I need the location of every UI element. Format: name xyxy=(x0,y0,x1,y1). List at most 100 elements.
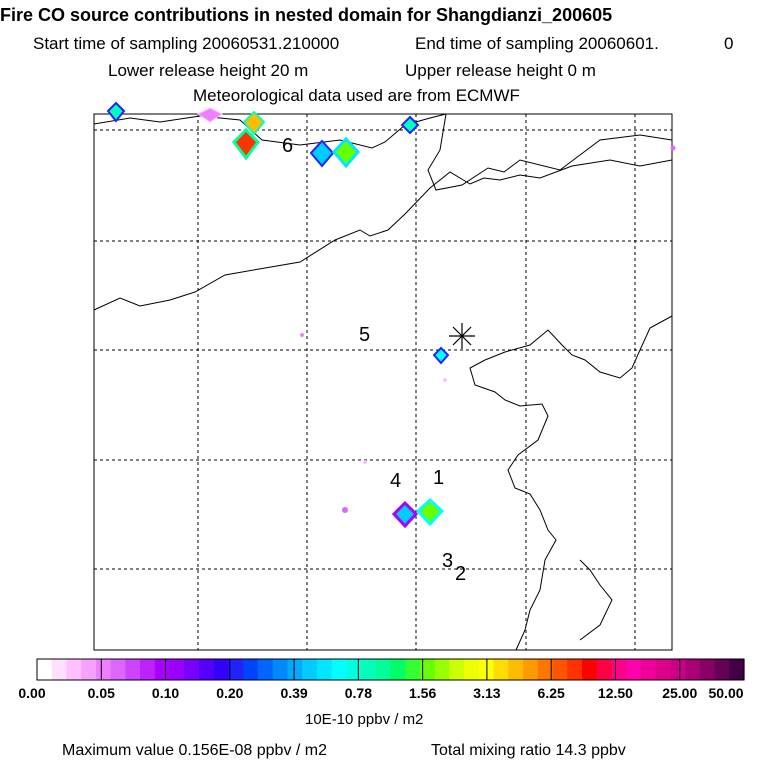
colorbar-tick-label: 1.56 xyxy=(409,685,437,701)
colorbar-swatch xyxy=(523,659,539,680)
point-label-6: 6 xyxy=(282,135,293,157)
colorbar-ticks xyxy=(36,659,745,680)
blob-10 xyxy=(342,507,348,513)
start-time-label: Start time of sampling 20060531.210000 xyxy=(33,34,340,53)
colorbar-swatch xyxy=(685,659,701,680)
colorbar-units: 10E-10 ppbv / m2 xyxy=(305,711,424,728)
colorbar-tick-label: 0.00 xyxy=(18,685,46,701)
point-label-1: 1 xyxy=(433,467,444,489)
colorbar-swatch xyxy=(154,659,171,680)
receptor-star-icon xyxy=(449,323,475,349)
colorbar-swatch xyxy=(655,659,671,680)
colorbar-swatch xyxy=(110,659,126,680)
colorbar-swatch xyxy=(272,659,288,680)
colorbar-swatch xyxy=(390,659,406,680)
chart-title: Fire CO source contributions in nested d… xyxy=(0,5,613,25)
colorbar-swatch xyxy=(729,659,745,680)
colorbar-swatch xyxy=(81,659,97,680)
colorbar-swatch xyxy=(699,659,716,680)
blob-4 xyxy=(309,139,335,168)
colorbar-tick-label: 0.05 xyxy=(87,685,115,701)
colorbar-swatch xyxy=(596,659,613,680)
graticule xyxy=(94,114,672,650)
maximum-value-label: Maximum value 0.156E-08 ppbv / m2 xyxy=(62,742,328,759)
colorbar-swatch xyxy=(213,659,230,680)
coastlines xyxy=(93,113,673,651)
blob-2b xyxy=(242,110,266,136)
colorbar-swatch xyxy=(640,659,657,680)
colorbar-swatch xyxy=(184,659,200,680)
colorbar-swatch xyxy=(95,659,112,680)
colorbar-swatch xyxy=(199,659,215,680)
boundary-central xyxy=(93,159,673,311)
colorbar-tick-label: 0.78 xyxy=(344,685,372,701)
blob-14 xyxy=(363,460,367,464)
colorbar-swatch xyxy=(581,659,598,680)
colorbar-tick-label: 25.00 xyxy=(662,685,698,701)
blob-5 xyxy=(331,136,361,169)
colorbar-swatch xyxy=(567,659,583,680)
coastline-se xyxy=(579,559,613,641)
colorbar-tick-label: 0.10 xyxy=(151,685,180,701)
lower-release-height: Lower release height 20 m xyxy=(108,61,309,80)
blob-1 xyxy=(106,101,126,123)
colorbar-swatch xyxy=(51,659,68,680)
blob-9 xyxy=(415,497,445,527)
end-time-suffix: 0 xyxy=(724,34,734,53)
point-label-3: 3 xyxy=(442,550,453,572)
colorbar-swatch xyxy=(611,659,627,680)
colorbar-swatch xyxy=(66,659,82,680)
colorbar-tick-label: 0.39 xyxy=(280,685,308,701)
colorbar-swatch xyxy=(670,659,686,680)
colorbar-swatch xyxy=(316,659,333,680)
total-mixing-ratio-label: Total mixing ratio 14.3 ppbv xyxy=(431,742,626,759)
blob-3 xyxy=(197,107,223,123)
colorbar xyxy=(37,659,745,680)
colorbar-swatch xyxy=(537,659,554,680)
meteorological-data-label: Meteorological data used are from ECMWF xyxy=(193,86,520,105)
coastline-upper-east xyxy=(427,113,673,191)
colorbar-swatch xyxy=(434,659,451,680)
blob-13 xyxy=(443,378,447,382)
colorbar-swatch xyxy=(714,659,730,680)
blob-2 xyxy=(232,127,260,161)
colorbar-tick-label: 6.25 xyxy=(537,685,565,701)
colorbar-swatch xyxy=(125,659,141,680)
colorbar-tick-label: 0.20 xyxy=(216,685,244,701)
colorbar-tick-label: 3.13 xyxy=(473,685,501,701)
colorbar-swatch xyxy=(508,659,524,680)
colorbar-swatch xyxy=(405,659,421,680)
colorbar-swatch xyxy=(228,659,244,680)
colorbar-swatch xyxy=(464,659,480,680)
end-time-label: End time of sampling 20060601. xyxy=(415,34,659,53)
colorbar-swatch xyxy=(419,659,436,680)
colorbar-swatch xyxy=(331,659,347,680)
concentration-blobs xyxy=(106,101,676,529)
colorbar-swatch xyxy=(140,659,156,680)
point-label-2: 2 xyxy=(455,563,466,585)
coastline-bay xyxy=(469,315,673,651)
colorbar-swatch xyxy=(243,659,259,680)
colorbar-swatch xyxy=(287,659,303,680)
coastline-north xyxy=(93,113,447,149)
blob-12 xyxy=(300,333,304,337)
plot-frame xyxy=(93,113,673,651)
point-label-5: 5 xyxy=(359,324,370,346)
colorbar-swatch xyxy=(626,659,642,680)
colorbar-swatch xyxy=(37,659,53,680)
colorbar-swatch xyxy=(169,659,185,680)
colorbar-swatch xyxy=(257,659,274,680)
point-label-4: 4 xyxy=(390,470,401,492)
blob-11 xyxy=(670,145,676,151)
colorbar-swatch xyxy=(346,659,362,680)
blob-6 xyxy=(400,115,420,135)
colorbar-swatch xyxy=(552,659,568,680)
colorbar-swatch xyxy=(493,659,509,680)
colorbar-tick-label: 12.50 xyxy=(597,685,633,701)
colorbar-tick-label: 50.00 xyxy=(708,685,744,701)
blob-7 xyxy=(432,346,450,365)
colorbar-swatch xyxy=(302,659,318,680)
blob-8 xyxy=(391,500,419,529)
colorbar-swatch xyxy=(361,659,377,680)
